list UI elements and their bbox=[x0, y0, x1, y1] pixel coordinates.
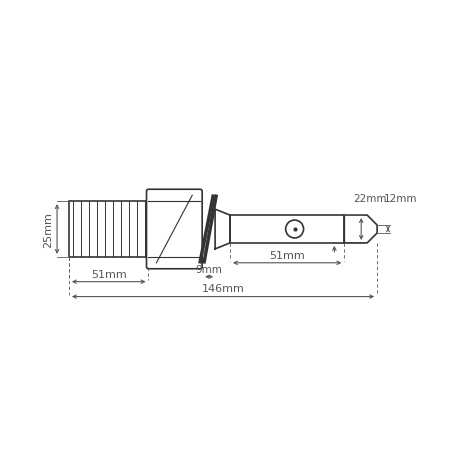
Bar bbox=[69, 202, 148, 257]
Text: 25mm: 25mm bbox=[43, 212, 53, 247]
Text: 12mm: 12mm bbox=[383, 194, 417, 204]
FancyBboxPatch shape bbox=[146, 190, 202, 269]
Text: 51mm: 51mm bbox=[91, 269, 126, 279]
Text: 9mm: 9mm bbox=[195, 264, 222, 274]
Text: 51mm: 51mm bbox=[269, 250, 304, 260]
Text: 146mm: 146mm bbox=[201, 283, 244, 293]
Text: 22mm: 22mm bbox=[353, 194, 386, 204]
Bar bbox=[230, 216, 343, 243]
